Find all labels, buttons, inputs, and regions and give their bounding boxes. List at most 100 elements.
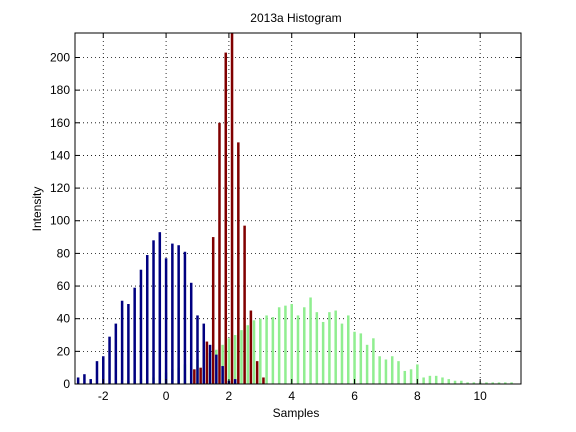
histogram-bar — [193, 369, 196, 384]
histogram-bar — [428, 375, 432, 384]
y-tick-label: 40 — [57, 312, 71, 326]
histogram-bar — [453, 380, 457, 384]
histogram-bar — [233, 379, 237, 384]
histogram-bar — [127, 304, 130, 384]
histogram-bar — [221, 344, 224, 384]
histogram-bar — [277, 307, 281, 384]
histogram-bar — [378, 356, 381, 384]
histogram-bar — [422, 377, 425, 384]
histogram-bar — [199, 367, 202, 384]
axis-ticks — [75, 33, 521, 385]
histogram-bar — [183, 251, 187, 384]
histogram-bar — [227, 338, 231, 384]
histogram-bar — [447, 379, 451, 384]
histogram-bar — [224, 52, 228, 384]
histogram-bar — [460, 380, 463, 384]
histogram-bar — [353, 331, 356, 384]
histogram-bar — [315, 312, 319, 384]
y-tick-label: 120 — [50, 181, 70, 195]
plot-frame — [74, 32, 522, 385]
histogram-bar — [102, 356, 105, 384]
x-tick-label: 10 — [473, 389, 487, 403]
histogram-bar — [390, 356, 394, 384]
histogram-bar — [211, 237, 215, 384]
histogram-bar — [384, 359, 388, 384]
y-tick-label: 160 — [50, 116, 70, 130]
y-tick-label: 200 — [50, 50, 70, 64]
histogram-bar — [171, 243, 174, 384]
histogram-bar — [83, 374, 86, 384]
histogram-bar — [177, 245, 180, 384]
histogram-bar — [403, 370, 407, 384]
histogram-bar — [290, 304, 293, 384]
chart-title: 2013a Histogram — [250, 11, 341, 25]
histogram-bar — [95, 361, 99, 384]
histogram-bar — [296, 315, 300, 384]
x-tick-label: 0 — [163, 389, 170, 403]
histogram-bar — [472, 382, 476, 384]
histogram-bar — [252, 320, 256, 384]
histogram-bar — [491, 382, 494, 384]
histogram-bar — [328, 312, 331, 384]
histogram-bar — [255, 361, 259, 384]
x-tick-label: 8 — [414, 389, 421, 403]
bars — [76, 33, 513, 384]
histogram-bar — [89, 379, 92, 384]
histogram-bar — [218, 122, 221, 384]
histogram-bar — [243, 225, 246, 384]
histogram-bar — [346, 315, 350, 384]
x-tick-label: 2 — [226, 389, 233, 403]
histogram-bar — [246, 325, 250, 384]
histogram-bar — [284, 305, 287, 384]
histogram-bar — [158, 232, 162, 384]
y-tick-label: 60 — [57, 279, 71, 293]
histogram-bar — [434, 375, 438, 384]
histogram-bar — [189, 282, 193, 384]
histogram-bar — [441, 377, 444, 384]
histogram-bar — [221, 366, 224, 384]
histogram-bar — [108, 336, 111, 384]
histogram-bar — [133, 287, 136, 384]
histogram-bar — [340, 323, 344, 384]
histogram-bar — [114, 323, 118, 384]
histogram-bar — [152, 240, 155, 384]
histogram-bar — [485, 382, 488, 384]
histogram-bar — [202, 323, 206, 384]
histogram-bar — [497, 382, 501, 384]
histogram-bar — [215, 354, 218, 384]
y-tick-label: 100 — [50, 214, 70, 228]
histogram-bar — [365, 344, 369, 384]
x-tick-label: -2 — [98, 389, 109, 403]
histogram-bar — [249, 310, 253, 384]
histogram-bar — [271, 317, 275, 384]
histogram-bar — [321, 321, 325, 384]
histogram-bar — [120, 300, 124, 384]
histogram-bar — [205, 341, 209, 384]
histogram-bar — [309, 297, 312, 384]
histogram-bar — [196, 315, 199, 384]
histogram-bar — [359, 333, 363, 384]
x-tick-label: 4 — [288, 389, 295, 403]
histogram-bar — [237, 142, 240, 384]
histogram-bar — [230, 33, 234, 384]
histogram-bar — [397, 361, 400, 384]
x-tick-label: 6 — [351, 389, 358, 403]
histogram-bar — [145, 255, 149, 384]
histogram-bar — [504, 382, 507, 384]
histogram-bar — [139, 269, 143, 384]
y-axis-label: Intensity — [30, 187, 44, 232]
histogram-bar — [372, 338, 375, 384]
histogram-bar — [510, 382, 513, 384]
histogram-bar — [409, 369, 413, 384]
y-tick-label: 140 — [50, 148, 70, 162]
histogram-bar — [416, 364, 419, 384]
histogram-bar — [164, 258, 168, 384]
histogram-bar — [265, 315, 268, 384]
histogram-bar — [76, 377, 80, 384]
histogram-bar — [334, 310, 337, 384]
histogram-bar — [233, 335, 237, 384]
histogram-bar — [240, 330, 243, 384]
x-axis-label: Samples — [273, 406, 320, 420]
